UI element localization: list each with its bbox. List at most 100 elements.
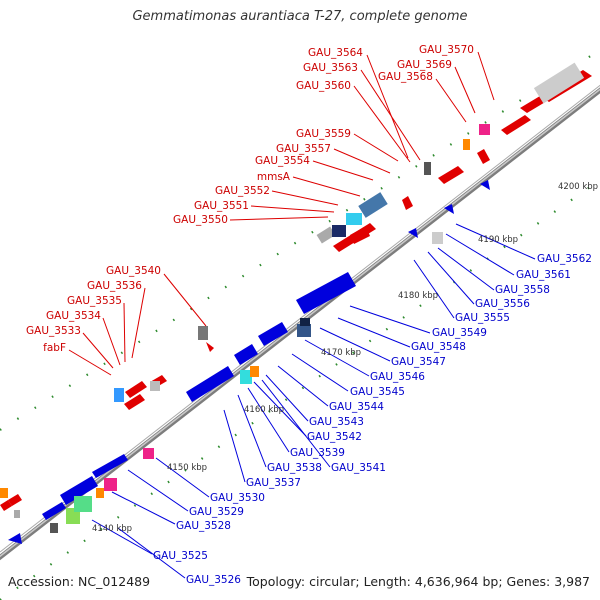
gene-label: GAU_3556 [475,298,530,310]
kbp-label: 4180 kbp [398,291,438,301]
gene-arrow-rev [60,476,98,505]
gene-box-grey-small [14,510,20,518]
gene-label: GAU_3558 [495,284,550,296]
gene-label: GAU_3526 [186,574,241,586]
gene-box-darkgrey [50,523,58,533]
gene-arrow-fwd [206,342,214,352]
gene-label: GAU_3570 [419,44,474,56]
kbp-label: 4140 kbp [92,524,132,534]
genome-title: Gemmatimonas aurantiaca T-27, complete g… [132,9,468,24]
gene-label: GAU_3542 [307,431,362,443]
kbp-label: 4170 kbp [321,348,361,358]
gene-box-orange [250,366,259,377]
gene-label: GAU_3547 [391,356,446,368]
gene-box-cyan [346,213,362,225]
gene-label: GAU_3557 [276,143,331,155]
topology-text: Topology: circular; Length: 4,636,964 bp… [246,574,590,589]
kbp-label: 4150 kbp [167,463,207,473]
gene-arrow-rev [92,454,128,478]
gene-label: GAU_3530 [210,492,265,504]
gene-arrow-rev [258,322,288,346]
accession-text: Accession: NC_012489 [8,574,151,589]
gene-box-navy [300,318,310,326]
gene-arrow-fwd [125,381,147,398]
gene-label: mmsA [257,171,291,183]
reverse-gene-labels: GAU_3562 GAU_3561 GAU_3558 GAU_3556 GAU_… [153,253,592,586]
gene-box-dark [424,162,431,175]
gene-label: GAU_3551 [194,200,249,212]
gene-box-pink [479,124,490,135]
gene-label: GAU_3550 [173,214,228,226]
gene-box-darkgrey [198,326,208,340]
gene-arrow-rev [296,272,356,314]
gene-box-cyan [240,370,252,384]
gene-arrow-rev [234,344,258,365]
forward-gene-labels: GAU_3564 GAU_3570 GAU_3563 GAU_3569 GAU_… [26,44,474,354]
gene-label: GAU_3563 [303,62,358,74]
gene-arrow-fwd [0,500,12,511]
gene-label: GAU_3544 [329,401,384,413]
gene-arrow-fwd [477,149,490,164]
gene-label: GAU_3552 [215,185,270,197]
gene-label: GAU_3555 [455,312,510,324]
gene-label: GAU_3564 [308,47,363,59]
gene-label: GAU_3528 [176,520,231,532]
gene-arrow-fwd [8,494,22,506]
gene-label: GAU_3525 [153,550,208,562]
kbp-label: 4160 kbp [244,405,284,415]
gene-label: GAU_3545 [350,386,405,398]
forward-genes [0,62,592,518]
gene-arrow-rev [42,502,66,520]
gene-arrow-rev [8,533,22,544]
gene-label: GAU_3559 [296,128,351,140]
gene-arrow-rev [408,228,418,238]
forward-label-lines [68,51,495,376]
gene-box-pink [104,478,117,491]
kbp-label: 4190 kbp [478,235,518,245]
gene-label: GAU_3568 [378,71,433,83]
gene-arrow-fwd [438,166,464,184]
reverse-label-lines [91,223,536,579]
gene-box-orange [0,488,8,498]
gene-label: GAU_3548 [411,341,466,353]
gene-arrow-rev [480,180,490,190]
gene-label: GAU_3536 [87,280,142,292]
gene-box-steel [358,192,388,218]
gene-box-pink [143,448,154,459]
gene-box-orange [463,139,470,150]
gene-arrow-fwd [124,394,145,410]
gene-label: GAU_3560 [296,80,351,92]
gene-label: GAU_3534 [46,310,101,322]
gene-box-orange [96,488,104,498]
gene-label: GAU_3554 [255,155,310,167]
gene-box-navy [332,225,346,237]
gene-label: GAU_3549 [432,327,487,339]
reverse-genes [8,180,490,544]
gene-box-steel [297,324,311,337]
kbp-label: 4200 kbp [558,182,598,192]
gene-box-grey [150,381,160,391]
gene-label: GAU_3537 [246,477,301,489]
gene-arrow-rev [444,204,454,214]
gene-arrow-fwd [402,196,413,210]
gene-label: GAU_3569 [397,59,452,71]
gene-label: GAU_3561 [516,269,571,281]
gene-box-blue [114,388,124,402]
gene-label: GAU_3543 [309,416,364,428]
gene-label: GAU_3541 [331,462,386,474]
gene-label: GAU_3538 [267,462,322,474]
gene-arrow-fwd [520,96,547,113]
kbp-markers: 4140 kbp 4150 kbp 4160 kbp 4170 kbp 4180… [92,182,598,534]
gene-label: GAU_3539 [290,447,345,459]
gene-label: GAU_3546 [370,371,425,383]
gene-box-grey [316,226,336,244]
gene-box-mint [74,496,92,512]
gene-label: GAU_3529 [189,506,244,518]
gene-label: fabF [43,342,66,354]
gene-label: GAU_3533 [26,325,81,337]
gene-arrow-fwd [350,226,370,244]
gene-box-silver [432,232,443,244]
gene-label: GAU_3535 [67,295,122,307]
gene-label: GAU_3540 [106,265,161,277]
